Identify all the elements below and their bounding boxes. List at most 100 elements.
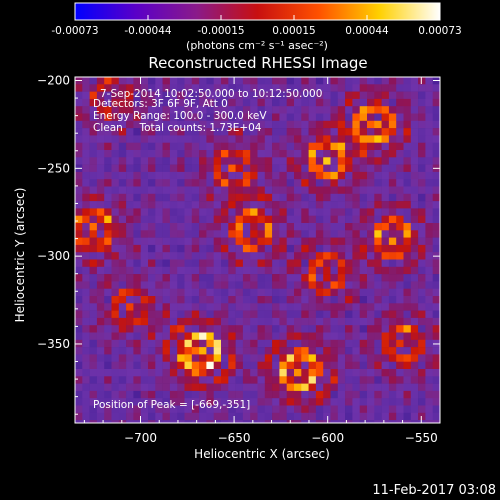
heatmap-cell xyxy=(374,91,382,100)
heatmap-cell xyxy=(221,142,229,151)
heatmap-cell xyxy=(388,230,397,238)
heatmap-cell xyxy=(279,325,287,333)
heatmap-cell xyxy=(388,412,397,421)
heatmap-cell xyxy=(345,230,353,238)
heatmap-cell xyxy=(213,244,222,253)
heatmap-cell xyxy=(169,91,178,100)
heatmap-cell xyxy=(148,332,156,341)
heatmap-cell xyxy=(286,244,295,253)
heatmap-cell xyxy=(388,164,397,173)
heatmap-cell xyxy=(323,106,331,114)
heatmap-cell xyxy=(279,288,287,297)
heatmap-cell xyxy=(148,347,156,355)
heatmap-cell xyxy=(323,186,331,195)
heatmap-cell xyxy=(374,281,382,289)
heatmap-cell xyxy=(367,361,375,370)
heatmap-cell xyxy=(140,208,149,216)
heatmap-cell xyxy=(315,142,324,151)
heatmap-cell xyxy=(191,281,200,289)
heatmap-cell xyxy=(432,91,440,100)
heatmap-cell xyxy=(272,259,280,268)
heatmap-cell xyxy=(191,142,200,151)
heatmap-cell xyxy=(257,171,266,180)
heatmap-cell xyxy=(286,135,295,143)
heatmap-cell xyxy=(126,179,134,187)
heatmap-cell xyxy=(374,77,382,85)
heatmap-cell xyxy=(367,281,375,289)
heatmap-cell xyxy=(118,288,127,297)
heatmap-cell xyxy=(140,142,149,151)
heatmap-cell xyxy=(96,405,105,414)
heatmap-cell xyxy=(82,171,90,180)
heatmap-cell xyxy=(352,120,360,129)
heatmap-cell xyxy=(162,120,171,129)
heatmap-cell xyxy=(294,332,302,341)
heatmap-cell xyxy=(388,91,397,100)
heatmap-cell xyxy=(396,230,404,238)
heatmap-cell xyxy=(425,84,433,92)
heatmap-cell xyxy=(104,77,112,85)
heatmap-cell xyxy=(352,91,360,100)
heatmap-cell xyxy=(206,135,214,143)
heatmap-cell xyxy=(199,288,207,297)
heatmap-cell xyxy=(279,201,287,209)
heatmap-cell xyxy=(418,113,426,122)
heatmap-cell xyxy=(89,223,98,231)
heatmap-cell xyxy=(235,230,244,238)
heatmap-cell xyxy=(213,237,222,246)
heatmap-cell xyxy=(367,84,375,92)
heatmap-cell xyxy=(82,142,90,151)
heatmap-cell xyxy=(148,412,156,421)
heatmap-cell xyxy=(75,201,83,209)
heatmap-cell xyxy=(418,157,426,165)
heatmap-cell xyxy=(228,274,236,282)
heatmap-cell xyxy=(228,288,236,297)
heatmap-cell xyxy=(410,376,419,384)
heatmap-cell xyxy=(264,252,273,260)
heatmap-cell xyxy=(191,215,200,224)
heatmap-cell xyxy=(272,223,280,231)
heatmap-cell xyxy=(140,135,149,143)
heatmap-cell xyxy=(294,288,302,297)
heatmap-image xyxy=(75,77,440,423)
heatmap-cell xyxy=(133,208,141,216)
heatmap-cell xyxy=(133,77,141,85)
heatmap-cell xyxy=(213,369,222,377)
heatmap-cell xyxy=(308,266,317,275)
heatmap-cell xyxy=(184,164,193,173)
heatmap-cell xyxy=(133,98,141,107)
heatmap-cell xyxy=(352,157,360,165)
heatmap-cell xyxy=(410,91,419,100)
heatmap-cell xyxy=(228,259,236,268)
heatmap-cell xyxy=(388,347,397,355)
heatmap-cell xyxy=(264,369,273,377)
heatmap-cell xyxy=(418,296,426,304)
heatmap-cell xyxy=(118,244,127,253)
heatmap-cell xyxy=(89,142,98,151)
heatmap-cell xyxy=(315,296,324,304)
heatmap-cell xyxy=(388,303,397,311)
heatmap-cell xyxy=(381,383,390,392)
heatmap-cell xyxy=(177,179,185,187)
heatmap-cell xyxy=(286,354,295,362)
heatmap-cell xyxy=(432,296,440,304)
heatmap-cell xyxy=(184,420,193,423)
heatmap-cell xyxy=(323,142,331,151)
heatmap-cell xyxy=(126,383,134,392)
heatmap-cell xyxy=(272,98,280,107)
heatmap-cell xyxy=(315,325,324,333)
heatmap-cell xyxy=(345,354,353,362)
colorbar-tick-label: 0.00073 xyxy=(418,25,461,37)
heatmap-cell xyxy=(133,398,141,406)
x-tick-label: −650 xyxy=(218,431,251,445)
heatmap-cell xyxy=(425,208,433,216)
heatmap-cell xyxy=(345,98,353,107)
heatmap-cell xyxy=(155,274,163,282)
heatmap-cell xyxy=(118,193,127,202)
heatmap-cell xyxy=(374,339,382,348)
heatmap-cell xyxy=(148,259,156,268)
heatmap-cell xyxy=(257,354,266,362)
heatmap-cell xyxy=(242,113,251,122)
heatmap-cell xyxy=(250,412,258,421)
heatmap-cell xyxy=(228,142,236,151)
